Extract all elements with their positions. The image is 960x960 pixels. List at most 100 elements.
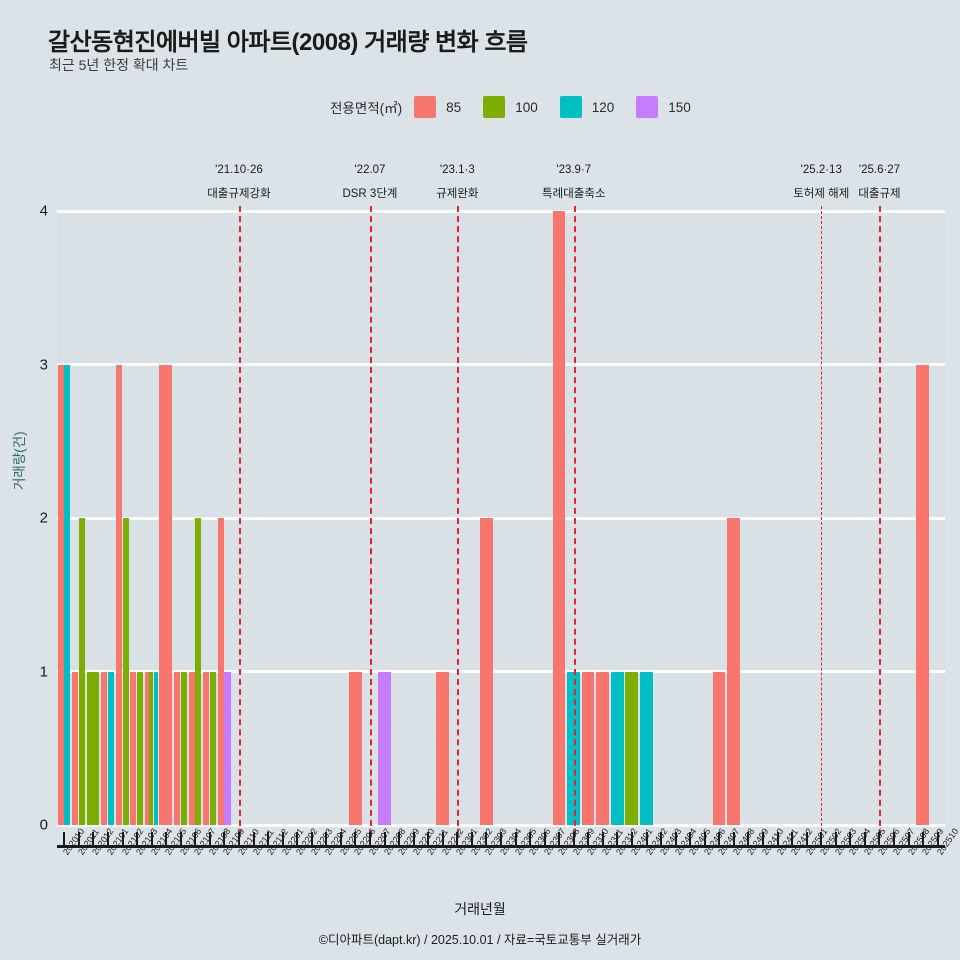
x-tick	[441, 832, 444, 846]
y-tick-label: 4	[39, 202, 48, 220]
legend-label: 150	[668, 99, 691, 115]
bar	[137, 671, 144, 825]
annotation-date: '21.10·26	[215, 164, 263, 176]
x-tick	[267, 832, 270, 846]
annotation-date: '25.2·13	[800, 164, 842, 176]
bar	[159, 364, 173, 825]
bar	[144, 671, 149, 825]
legend-title: 전용면적(㎡)	[330, 101, 403, 116]
gridline	[57, 823, 945, 827]
x-tick	[121, 832, 124, 846]
x-tick	[470, 832, 473, 846]
bar	[479, 518, 493, 825]
legend-swatch-icon	[559, 96, 582, 118]
x-tick	[296, 832, 299, 846]
bar	[57, 364, 64, 825]
x-tick	[427, 832, 430, 846]
legend-item[interactable]: 100	[483, 96, 552, 118]
bar	[377, 671, 391, 825]
bar	[581, 671, 595, 825]
annotation-date: '23.9·7	[556, 164, 592, 176]
x-tick	[616, 832, 619, 846]
x-tick	[543, 832, 546, 846]
bar	[712, 671, 726, 825]
x-tick	[354, 832, 357, 846]
x-tick	[325, 832, 328, 846]
x-tick	[645, 832, 648, 846]
annotation-line	[238, 206, 241, 836]
bar	[72, 671, 79, 825]
annotation-label: 특례대출축소	[542, 188, 606, 200]
annotation-date: '23.1·3	[439, 164, 475, 176]
x-tick	[849, 832, 852, 846]
legend-item[interactable]: 150	[636, 96, 705, 118]
x-tick	[674, 832, 677, 846]
x-tick	[500, 832, 502, 846]
annotation-label: 대출규제강화	[207, 188, 271, 200]
x-tick	[878, 832, 881, 846]
x-tick	[179, 832, 182, 846]
bar	[596, 671, 609, 825]
bar	[101, 671, 108, 825]
x-tick	[631, 832, 634, 846]
annotation-line	[573, 206, 576, 836]
legend-swatch-icon	[483, 96, 506, 118]
y-tick-label: 1	[39, 663, 48, 680]
x-tick	[529, 832, 532, 846]
x-tick	[223, 832, 226, 846]
x-tick	[412, 832, 415, 846]
bar	[188, 671, 195, 825]
gridline	[57, 209, 945, 213]
x-tick	[689, 832, 692, 846]
annotation-label: 토허제 해제	[793, 188, 850, 200]
bar	[217, 518, 224, 825]
x-axis-line	[57, 845, 945, 848]
legend-items: 85 100 120 150	[414, 96, 713, 118]
x-tick	[514, 832, 517, 846]
bar	[149, 671, 154, 825]
annotation-line	[457, 206, 460, 836]
legend-label: 85	[446, 99, 462, 115]
x-tick	[747, 832, 750, 846]
bar	[107, 671, 115, 825]
x-tick	[587, 832, 590, 846]
bar	[552, 211, 566, 825]
x-tick	[150, 832, 153, 846]
annotation-date: '22.07	[354, 164, 386, 176]
x-tick	[820, 832, 823, 846]
legend-item[interactable]: 85	[414, 96, 475, 118]
legend-item[interactable]: 120	[559, 96, 629, 118]
x-tick	[762, 832, 765, 846]
x-tick	[310, 832, 313, 846]
x-tick	[456, 832, 459, 846]
bar	[224, 671, 231, 825]
x-tick	[732, 832, 735, 846]
x-tick	[77, 832, 80, 846]
x-tick	[106, 832, 109, 846]
bar	[610, 671, 624, 825]
bar	[180, 671, 187, 825]
x-tick	[601, 832, 604, 846]
plot-area	[57, 209, 945, 827]
x-tick	[208, 832, 211, 846]
page-title: 갈산동현진에버빌 아파트(2008) 거래량 변화 흐름	[48, 29, 528, 56]
x-tick	[194, 832, 197, 846]
x-tick	[922, 832, 925, 846]
x-tick	[383, 832, 386, 846]
page-subtitle: 최근 5년 한정 확대 차트	[49, 57, 189, 73]
x-tick	[936, 832, 939, 846]
bar	[115, 364, 122, 825]
bar	[86, 671, 100, 825]
bar	[348, 671, 362, 825]
bar	[195, 518, 202, 825]
x-tick	[660, 832, 663, 846]
y-tick-label: 2	[39, 509, 48, 527]
footer-credit: ©디아파트(dapt.kr) / 2025.10.01 / 자료=국토교통부 실…	[318, 933, 642, 947]
x-tick	[136, 832, 139, 846]
x-tick	[776, 832, 779, 846]
bar	[203, 671, 210, 825]
legend-swatch-icon	[636, 96, 659, 118]
x-tick	[558, 832, 561, 846]
x-tick	[485, 832, 488, 846]
x-tick	[252, 832, 255, 846]
